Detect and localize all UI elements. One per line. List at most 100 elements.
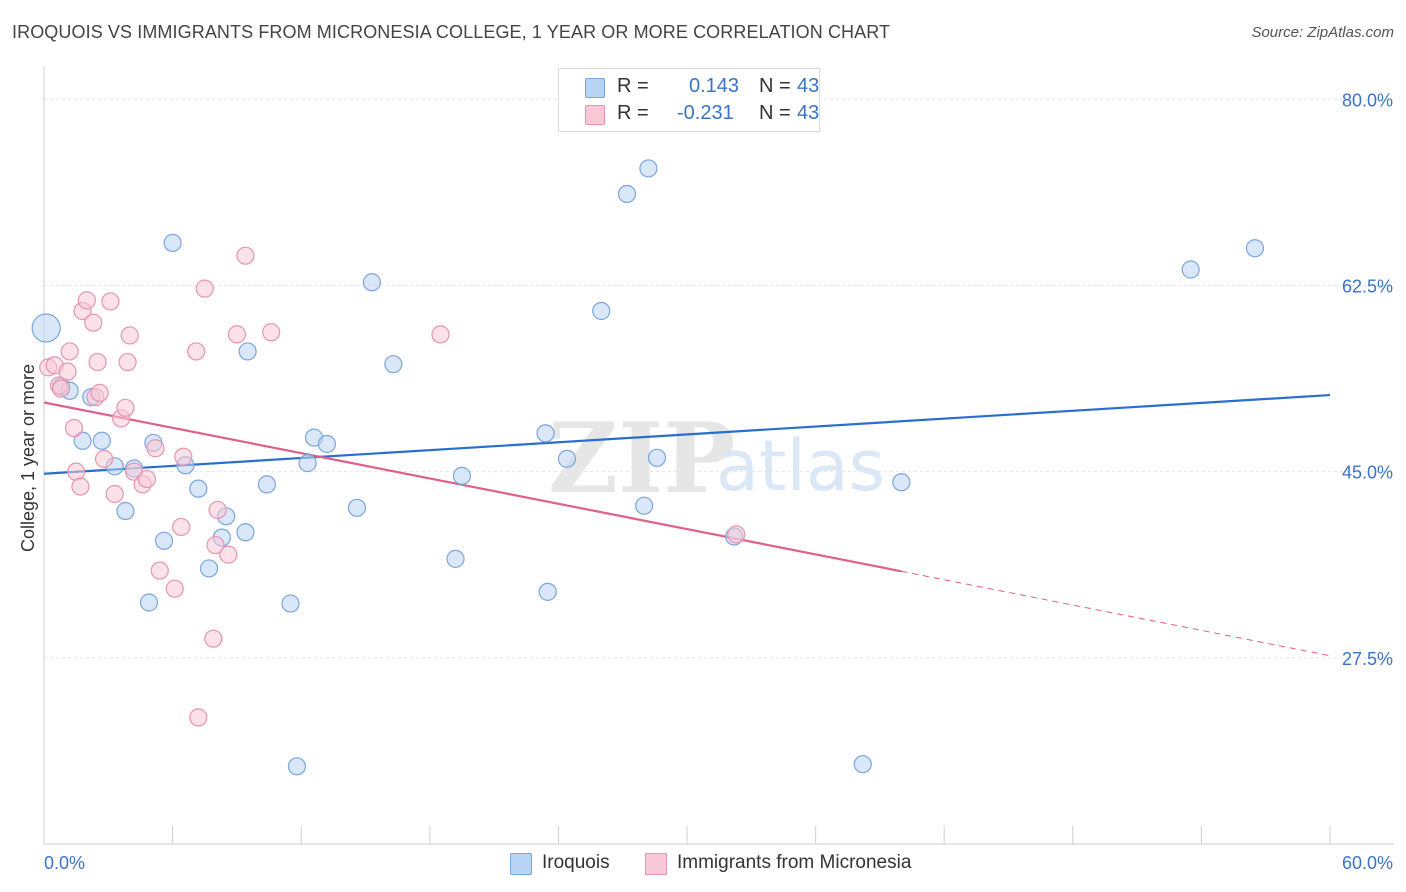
micronesia-point bbox=[94, 449, 114, 468]
micronesia-point bbox=[60, 342, 79, 361]
iroquois-point bbox=[647, 448, 667, 467]
legend-n-label: N = bbox=[759, 102, 791, 124]
micronesia-point bbox=[64, 418, 84, 438]
iroquois-point bbox=[592, 301, 611, 321]
legend-r-label: R = bbox=[617, 102, 649, 124]
iroquois-point bbox=[452, 466, 472, 485]
micronesia-point bbox=[208, 500, 227, 520]
micronesia-point bbox=[189, 708, 208, 727]
micronesia-point bbox=[84, 313, 103, 332]
bottom-legend-label: Iroquois bbox=[542, 852, 610, 873]
iroquois-trend-line bbox=[43, 393, 1331, 475]
micronesia-point bbox=[195, 279, 214, 298]
x-tick-label: 0.0% bbox=[44, 853, 85, 873]
micronesia-point bbox=[165, 579, 184, 598]
watermark-zip: ZIP bbox=[548, 402, 735, 515]
iroquois-point bbox=[538, 582, 557, 601]
trend-lines bbox=[43, 393, 1331, 657]
micronesia-point bbox=[88, 352, 107, 372]
bottom-legend-swatch-pink bbox=[645, 853, 667, 875]
iroquois-point bbox=[892, 473, 911, 492]
micronesia-point bbox=[187, 342, 206, 361]
iroquois-point bbox=[257, 475, 277, 494]
micronesia-point bbox=[727, 525, 746, 544]
iroquois-point bbox=[189, 479, 208, 498]
iroquois-point bbox=[238, 342, 257, 361]
iroquois-point bbox=[446, 549, 465, 568]
iroquois-point bbox=[536, 424, 555, 443]
y-tick-label: 27.5% bbox=[1342, 649, 1393, 669]
iroquois-point bbox=[163, 233, 182, 253]
bottom-legend-swatch-blue bbox=[510, 853, 532, 875]
micronesia-point bbox=[71, 477, 90, 496]
iroquois-point bbox=[154, 531, 174, 550]
iroquois-point bbox=[617, 184, 637, 204]
micronesia-point bbox=[219, 545, 238, 564]
micronesia-point bbox=[227, 325, 246, 344]
iroquois-point bbox=[298, 454, 317, 473]
micronesia-point bbox=[77, 291, 96, 310]
micronesia-point bbox=[172, 517, 191, 537]
axes bbox=[43, 66, 1394, 845]
micronesia-point bbox=[116, 398, 135, 417]
chart-source: Source: ZipAtlas.com bbox=[1251, 24, 1394, 41]
legend-r-label: R = bbox=[617, 75, 649, 97]
legend-n-label: N = bbox=[759, 75, 791, 97]
micronesia-point bbox=[58, 362, 77, 381]
iroquois-point bbox=[287, 757, 307, 776]
iroquois-point bbox=[92, 431, 111, 450]
iroquois-point bbox=[384, 355, 403, 374]
micronesia-point bbox=[174, 447, 193, 466]
data-points bbox=[31, 159, 1265, 776]
micronesia-point bbox=[431, 325, 450, 344]
iroquois-point bbox=[317, 434, 337, 454]
iroquois-point bbox=[347, 498, 367, 517]
bottom-legend-label: Immigrants from Micronesia bbox=[677, 852, 912, 873]
iroquois-point bbox=[639, 159, 658, 178]
iroquois-point bbox=[281, 594, 300, 613]
micronesia-point bbox=[206, 535, 225, 555]
iroquois-point bbox=[236, 523, 255, 542]
micronesia-point bbox=[204, 629, 223, 648]
iroquois-point bbox=[139, 593, 159, 612]
iroquois-point bbox=[116, 501, 135, 521]
legend-swatch-pink bbox=[585, 105, 605, 125]
iroquois-point bbox=[635, 496, 654, 515]
micronesia-point bbox=[120, 326, 139, 345]
iroquois-point bbox=[853, 755, 872, 774]
micronesia-point bbox=[101, 292, 120, 311]
micronesia-point bbox=[118, 352, 137, 372]
legend-n-value: 43 bbox=[797, 102, 820, 124]
y-tick-label: 62.5% bbox=[1342, 276, 1393, 296]
y-tick-label: 45.0% bbox=[1342, 463, 1393, 483]
iroquois-point bbox=[73, 431, 92, 450]
micronesia-point bbox=[90, 383, 109, 403]
iroquois-point bbox=[199, 559, 219, 578]
legend-n-value: 43 bbox=[797, 75, 820, 97]
x-tick-label: 60.0% bbox=[1342, 853, 1393, 873]
legend-r-value: -0.231 bbox=[677, 102, 734, 124]
legend-swatch-blue bbox=[585, 78, 605, 98]
iroquois-point bbox=[1181, 260, 1200, 279]
micronesia-point bbox=[150, 561, 169, 580]
micronesia-point bbox=[236, 246, 255, 265]
correlation-legend: R = 0.143 N = 43 R = -0.231 N = 43 bbox=[558, 68, 820, 132]
legend-r-value: 0.143 bbox=[689, 75, 740, 97]
micronesia-point bbox=[262, 323, 281, 342]
micronesia-point bbox=[52, 379, 71, 398]
iroquois-point bbox=[31, 313, 61, 343]
iroquois-point bbox=[1245, 239, 1265, 258]
micronesia-point bbox=[105, 484, 124, 504]
iroquois-point bbox=[557, 449, 577, 468]
gridlines bbox=[44, 98, 1394, 659]
watermark-atlas: atlas bbox=[716, 425, 885, 507]
iroquois-point bbox=[362, 273, 382, 292]
micronesia-trend-extension bbox=[901, 570, 1331, 657]
micronesia-point bbox=[146, 439, 165, 458]
micronesia-trend-line bbox=[43, 401, 902, 573]
micronesia-point bbox=[137, 469, 156, 489]
chart-title: IROQUOIS VS IMMIGRANTS FROM MICRONESIA C… bbox=[12, 22, 891, 42]
y-tick-label: 80.0% bbox=[1342, 90, 1393, 110]
watermark: ZIP atlas bbox=[548, 402, 885, 515]
